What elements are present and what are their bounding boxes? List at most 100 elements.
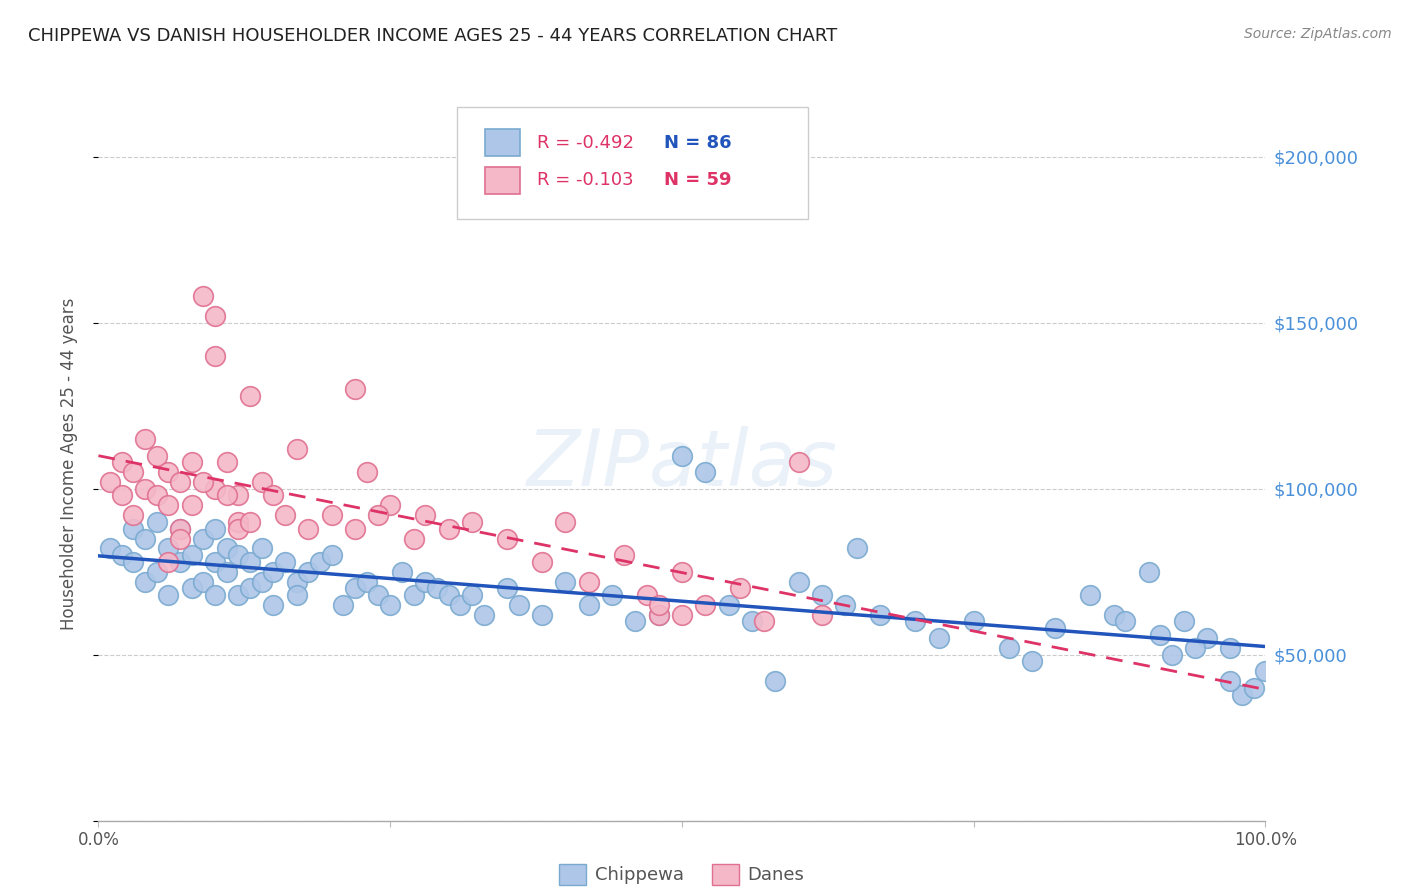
Point	[1243, 681, 1265, 695]
Point	[367, 508, 389, 523]
Point	[262, 565, 284, 579]
Point	[495, 582, 517, 596]
Point	[763, 674, 786, 689]
Point	[647, 607, 669, 622]
Point	[215, 488, 238, 502]
Point	[391, 565, 413, 579]
Point	[169, 475, 191, 489]
Point	[413, 574, 436, 589]
Point	[402, 532, 425, 546]
Point	[344, 382, 367, 396]
Point	[752, 615, 775, 629]
Point	[787, 455, 810, 469]
Point	[834, 598, 856, 612]
Point	[741, 615, 763, 629]
Point	[1173, 615, 1195, 629]
Point	[321, 548, 343, 562]
Point	[204, 555, 226, 569]
Point	[928, 631, 950, 645]
Legend: Chippewa, Danes: Chippewa, Danes	[550, 855, 814, 892]
Point	[1219, 674, 1241, 689]
Point	[239, 389, 262, 403]
Point	[169, 522, 191, 536]
Point	[461, 588, 484, 602]
Point	[134, 432, 156, 446]
Point	[134, 482, 156, 496]
Point	[146, 449, 169, 463]
Point	[997, 641, 1019, 656]
Point	[239, 582, 262, 596]
Point	[413, 508, 436, 523]
Point	[122, 522, 145, 536]
Point	[228, 548, 250, 562]
Point	[193, 532, 215, 546]
Point	[274, 555, 297, 569]
Point	[787, 574, 810, 589]
Point	[274, 508, 297, 523]
Point	[157, 588, 180, 602]
Point	[613, 548, 636, 562]
Point	[730, 582, 752, 596]
Point	[297, 522, 319, 536]
Point	[157, 541, 180, 556]
Point	[228, 515, 250, 529]
Point	[1149, 628, 1171, 642]
Point	[262, 598, 284, 612]
Point	[111, 455, 134, 469]
Point	[600, 588, 623, 602]
Point	[636, 588, 658, 602]
Point	[285, 588, 308, 602]
Point	[239, 555, 262, 569]
Point	[204, 309, 226, 323]
Point	[239, 515, 262, 529]
Text: ZIPatlas: ZIPatlas	[526, 425, 838, 502]
Point	[204, 522, 226, 536]
Point	[344, 522, 367, 536]
Point	[122, 555, 145, 569]
Point	[1137, 565, 1160, 579]
Point	[647, 598, 669, 612]
Point	[530, 607, 553, 622]
Text: CHIPPEWA VS DANISH HOUSEHOLDER INCOME AGES 25 - 44 YEARS CORRELATION CHART: CHIPPEWA VS DANISH HOUSEHOLDER INCOME AG…	[28, 27, 838, 45]
Point	[157, 499, 180, 513]
Point	[285, 442, 308, 456]
Point	[204, 349, 226, 363]
Point	[146, 488, 169, 502]
Point	[180, 548, 202, 562]
Point	[695, 465, 717, 479]
Point	[122, 508, 145, 523]
Point	[671, 607, 693, 622]
Point	[169, 522, 191, 536]
Point	[811, 588, 834, 602]
Point	[437, 588, 460, 602]
Point	[215, 565, 238, 579]
Point	[356, 574, 378, 589]
Point	[180, 499, 202, 513]
Point	[146, 515, 169, 529]
Point	[134, 574, 156, 589]
Point	[495, 532, 517, 546]
Point	[204, 588, 226, 602]
Point	[1195, 631, 1218, 645]
Point	[647, 607, 669, 622]
Point	[869, 607, 891, 622]
Point	[1102, 607, 1125, 622]
Point	[228, 488, 250, 502]
Point	[811, 607, 834, 622]
Point	[344, 582, 367, 596]
Point	[332, 598, 354, 612]
Point	[624, 615, 647, 629]
Point	[193, 475, 215, 489]
Text: Source: ZipAtlas.com: Source: ZipAtlas.com	[1244, 27, 1392, 41]
Point	[717, 598, 740, 612]
Point	[193, 289, 215, 303]
Point	[1254, 665, 1277, 679]
Point	[285, 574, 308, 589]
Point	[530, 555, 553, 569]
Point	[146, 565, 169, 579]
Text: R = -0.492: R = -0.492	[537, 134, 634, 152]
Point	[449, 598, 471, 612]
Point	[378, 598, 402, 612]
Point	[695, 598, 717, 612]
Point	[554, 515, 576, 529]
